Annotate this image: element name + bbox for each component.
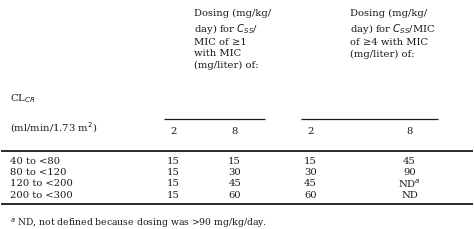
- Text: 15: 15: [167, 191, 180, 200]
- Text: Dosing (mg/kg/
day) for $C_{SS}$/MIC
of ≥4 with MIC
(mg/liter) of:: Dosing (mg/kg/ day) for $C_{SS}$/MIC of …: [350, 9, 436, 59]
- Text: $^a$ ND, not defined because dosing was >90 mg/kg/day.: $^a$ ND, not defined because dosing was …: [10, 216, 267, 229]
- Text: 15: 15: [304, 157, 317, 166]
- Text: 15: 15: [228, 157, 241, 166]
- Text: 45: 45: [403, 157, 416, 166]
- Text: (ml/min/1.73 m$^2$): (ml/min/1.73 m$^2$): [10, 120, 98, 135]
- Text: 15: 15: [167, 157, 180, 166]
- Text: 40 to <80: 40 to <80: [10, 157, 60, 166]
- Text: CL$_{CR}$: CL$_{CR}$: [10, 93, 36, 105]
- Text: 15: 15: [167, 168, 180, 177]
- Text: 90: 90: [403, 168, 416, 177]
- Text: 60: 60: [228, 191, 241, 200]
- Text: 60: 60: [304, 191, 317, 200]
- Text: 30: 30: [228, 168, 241, 177]
- Text: 15: 15: [167, 180, 180, 188]
- Text: 200 to <300: 200 to <300: [10, 191, 73, 200]
- Text: 8: 8: [231, 127, 238, 136]
- Text: 8: 8: [406, 127, 413, 136]
- Text: 120 to <200: 120 to <200: [10, 180, 73, 188]
- Text: 30: 30: [304, 168, 317, 177]
- Text: 2: 2: [170, 127, 176, 136]
- Text: ND: ND: [401, 191, 418, 200]
- Text: 80 to <120: 80 to <120: [10, 168, 67, 177]
- Text: ND$^a$: ND$^a$: [398, 178, 421, 190]
- Text: 45: 45: [228, 180, 241, 188]
- Text: 45: 45: [304, 180, 317, 188]
- Text: 2: 2: [307, 127, 313, 136]
- Text: Dosing (mg/kg/
day) for $C_{SS}$/
MIC of ≥1
with MIC
(mg/liter) of:: Dosing (mg/kg/ day) for $C_{SS}$/ MIC of…: [194, 9, 272, 70]
